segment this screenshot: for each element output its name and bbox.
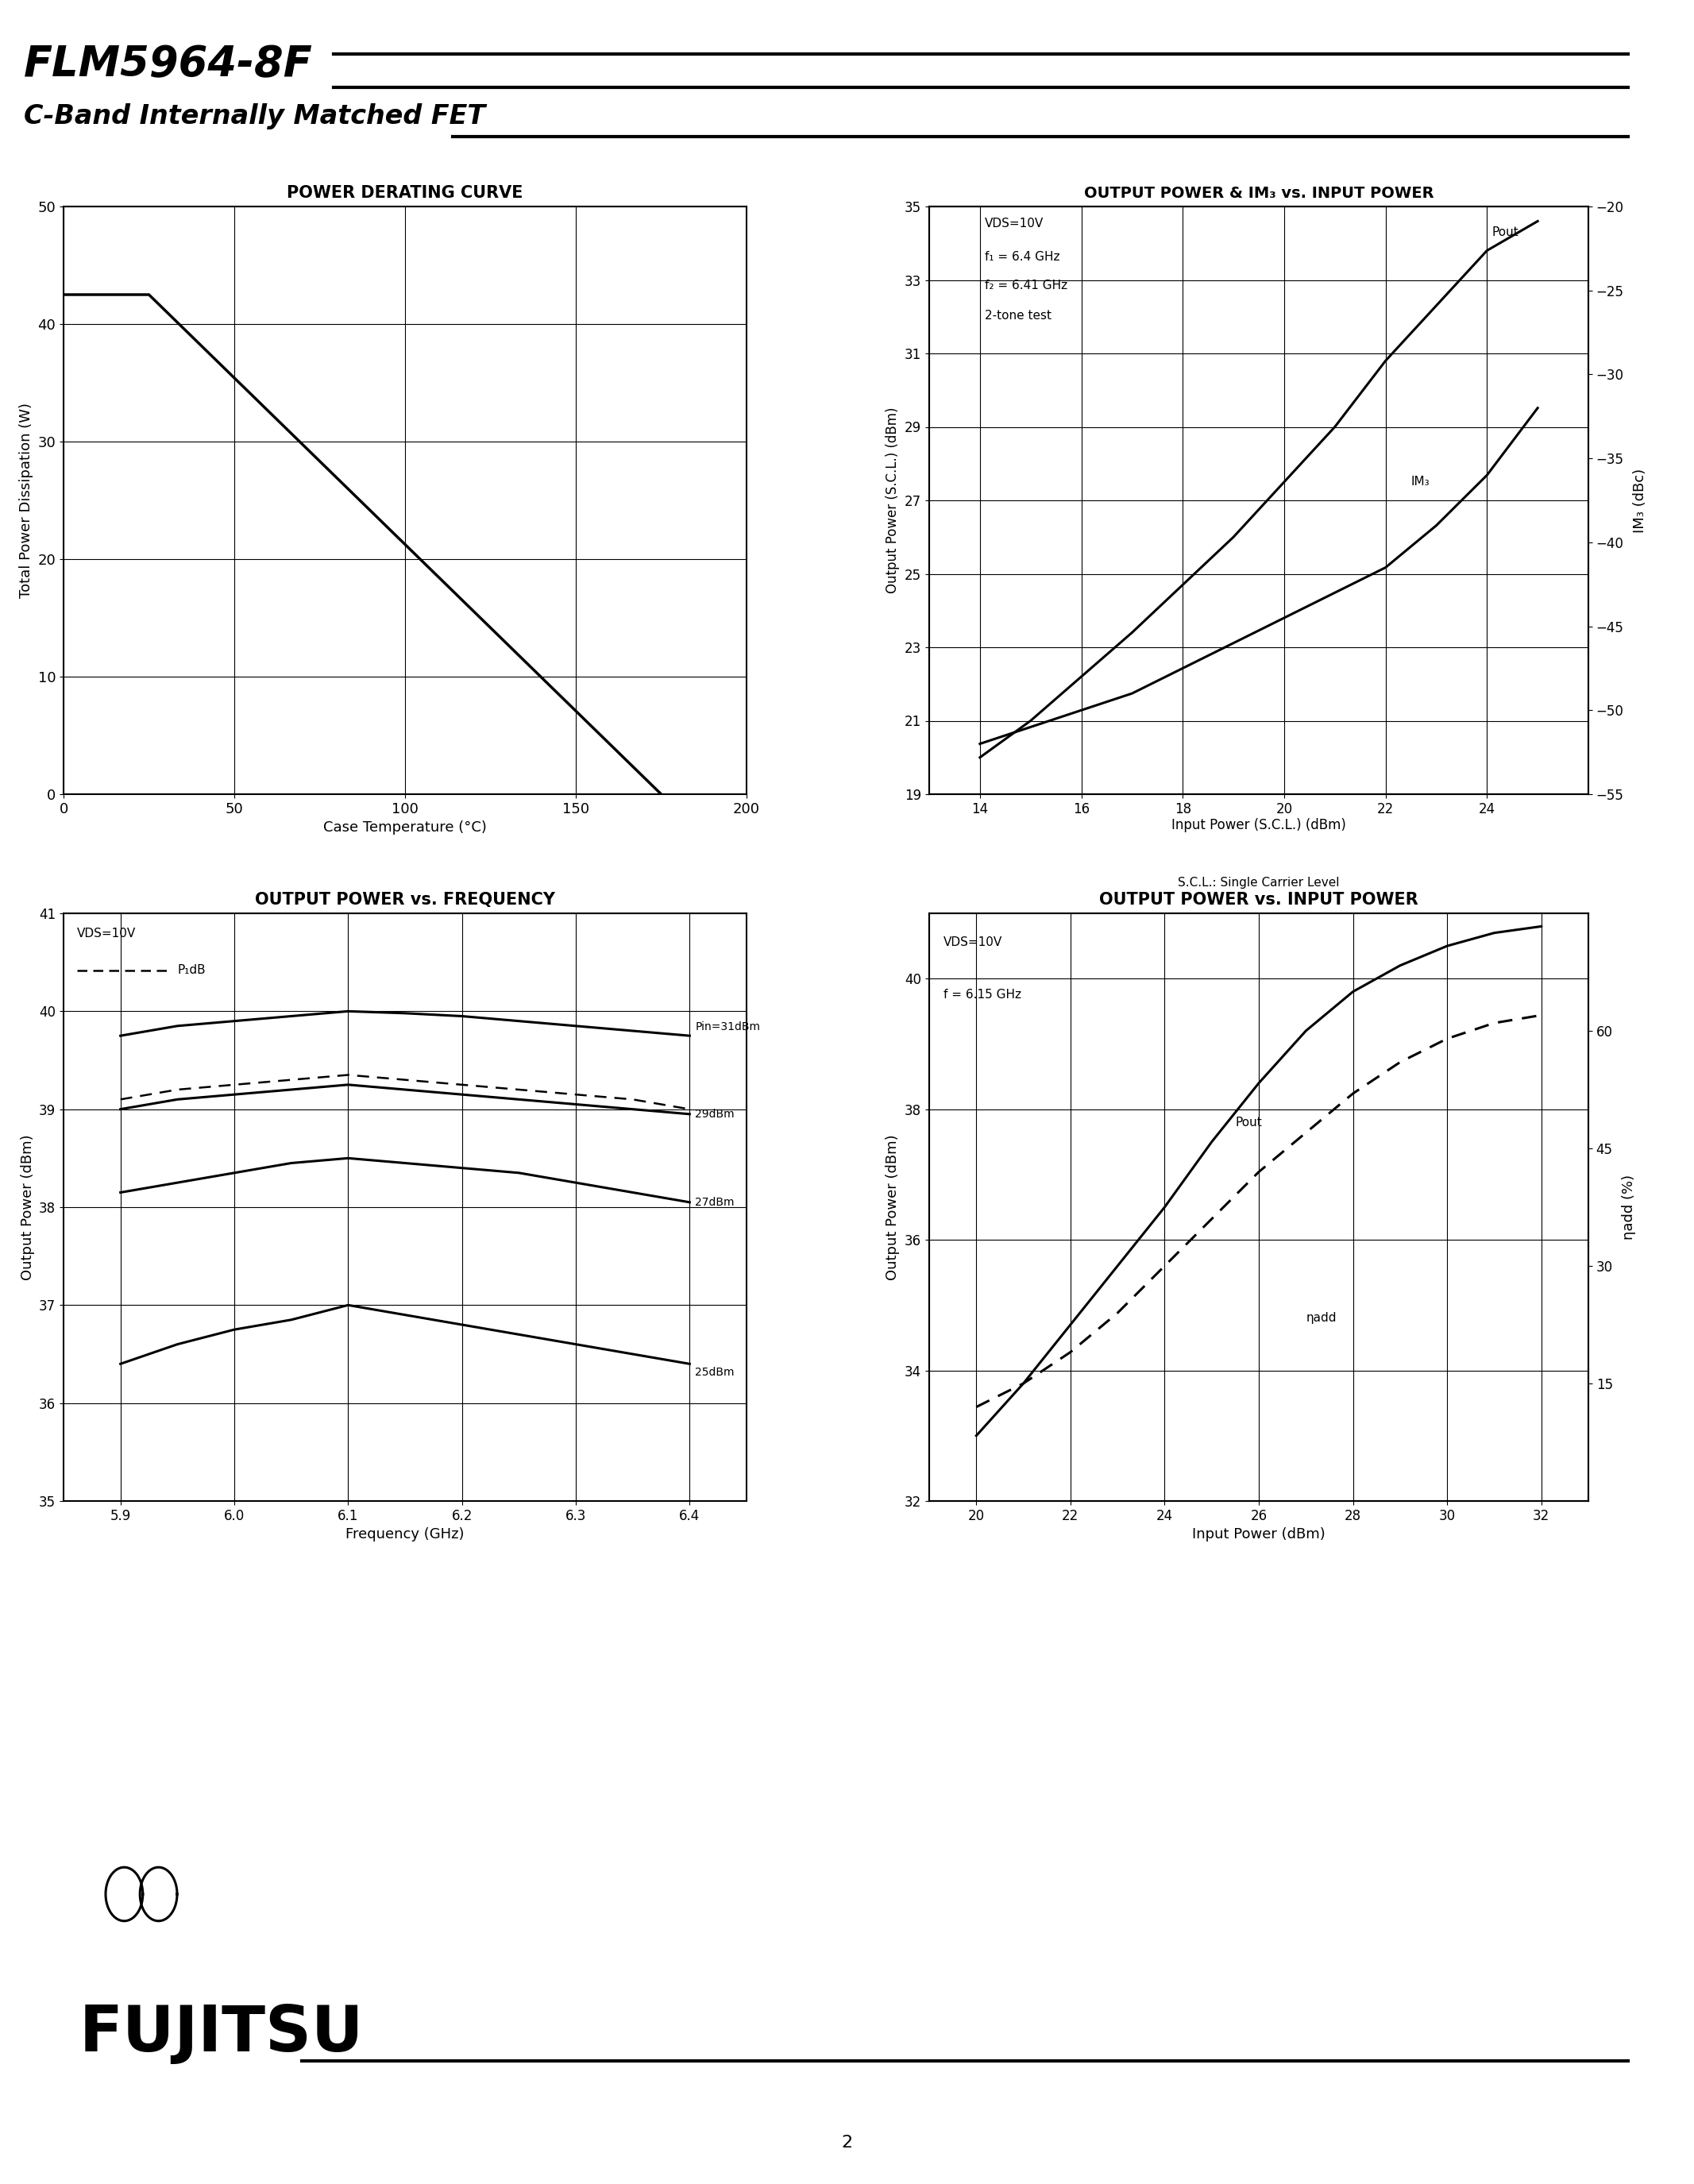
Text: P₁dB: P₁dB	[178, 963, 205, 976]
Y-axis label: Output Power (dBm): Output Power (dBm)	[886, 1133, 900, 1280]
Text: C-Band Internally Matched FET: C-Band Internally Matched FET	[24, 103, 486, 129]
Y-axis label: Total Power Dissipation (W): Total Power Dissipation (W)	[19, 402, 34, 598]
Text: Pin=31dBm: Pin=31dBm	[695, 1022, 761, 1033]
Y-axis label: IM₃ (dBc): IM₃ (dBc)	[1633, 467, 1647, 533]
X-axis label: Input Power (S.C.L.) (dBm): Input Power (S.C.L.) (dBm)	[1172, 819, 1347, 832]
Text: S.C.L.: Single Carrier Level: S.C.L.: Single Carrier Level	[1177, 876, 1340, 889]
Y-axis label: Output Power (S.C.L.) (dBm): Output Power (S.C.L.) (dBm)	[886, 406, 900, 594]
Text: Pout: Pout	[1235, 1116, 1262, 1129]
Text: f₂ = 6.41 GHz: f₂ = 6.41 GHz	[984, 280, 1067, 293]
Text: f = 6.15 GHz: f = 6.15 GHz	[944, 989, 1021, 1000]
Text: VDS=10V: VDS=10V	[944, 937, 1003, 948]
Text: IM₃: IM₃	[1411, 476, 1430, 487]
Y-axis label: Output Power (dBm): Output Power (dBm)	[20, 1133, 34, 1280]
Text: ηadd: ηadd	[1306, 1313, 1337, 1324]
X-axis label: Case Temperature (°C): Case Temperature (°C)	[324, 821, 486, 834]
Text: VDS=10V: VDS=10V	[984, 218, 1044, 229]
Text: Pout: Pout	[1492, 227, 1520, 238]
Y-axis label: ηadd (%): ηadd (%)	[1621, 1175, 1636, 1241]
Title: POWER DERATING CURVE: POWER DERATING CURVE	[286, 186, 523, 201]
Text: FLM5964-8F: FLM5964-8F	[24, 44, 313, 85]
X-axis label: Input Power (dBm): Input Power (dBm)	[1193, 1527, 1325, 1542]
X-axis label: Frequency (GHz): Frequency (GHz)	[346, 1527, 464, 1542]
Text: 2: 2	[842, 2134, 852, 2151]
Title: OUTPUT POWER & IM₃ vs. INPUT POWER: OUTPUT POWER & IM₃ vs. INPUT POWER	[1084, 186, 1433, 201]
Text: FUJITSU: FUJITSU	[80, 2003, 364, 2064]
Text: 2-tone test: 2-tone test	[984, 310, 1052, 321]
Text: f₁ = 6.4 GHz: f₁ = 6.4 GHz	[984, 251, 1060, 262]
Title: OUTPUT POWER vs. FREQUENCY: OUTPUT POWER vs. FREQUENCY	[254, 891, 556, 909]
Text: VDS=10V: VDS=10V	[78, 928, 136, 939]
Title: OUTPUT POWER vs. INPUT POWER: OUTPUT POWER vs. INPUT POWER	[1099, 891, 1418, 909]
Text: 29dBm: 29dBm	[695, 1109, 735, 1120]
Text: 25dBm: 25dBm	[695, 1367, 735, 1378]
Text: 27dBm: 27dBm	[695, 1197, 735, 1208]
